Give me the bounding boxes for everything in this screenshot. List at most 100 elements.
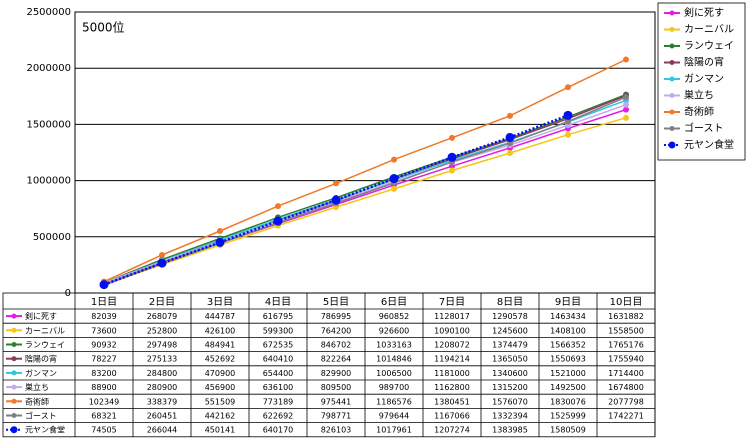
table-cell: 1332394 <box>492 412 528 421</box>
table-cell: 1742271 <box>608 412 644 421</box>
x-tick-label: 3日目 <box>207 297 233 308</box>
table-cell: 452692 <box>205 355 236 364</box>
x-tick-label: 9日目 <box>555 297 581 308</box>
table-cell: 1463434 <box>550 312 586 321</box>
table-cell: 640410 <box>263 355 294 364</box>
point <box>507 149 513 156</box>
table-cell: 2077798 <box>608 397 644 406</box>
x-tick-label: 10日目 <box>610 297 643 308</box>
point <box>565 131 571 138</box>
table-cell: 83200 <box>91 369 116 378</box>
table-cell: 102349 <box>89 397 120 406</box>
x-tick-label: 8日目 <box>497 297 523 308</box>
point <box>391 156 397 163</box>
point <box>449 134 455 141</box>
y-tick-label: 500000 <box>33 232 71 243</box>
legend-marker <box>11 384 17 390</box>
table-cell: 1017961 <box>376 426 412 435</box>
table-cell: 426100 <box>205 326 236 335</box>
table-cell: 1033163 <box>376 341 412 350</box>
table-cell: 636100 <box>263 383 294 392</box>
series-line <box>103 93 627 284</box>
table-cell: 1566352 <box>550 341 586 350</box>
point <box>623 56 629 63</box>
legend-label: 剣に死す <box>684 7 724 19</box>
point <box>507 112 513 119</box>
point <box>389 174 399 184</box>
legend-label: ガンマン <box>684 73 724 85</box>
point <box>449 167 455 174</box>
table-cell: 1208072 <box>434 341 470 350</box>
table-cell: 1181000 <box>434 369 470 378</box>
series-line <box>103 58 627 283</box>
legend-label: 元ヤン食堂 <box>684 138 734 151</box>
point <box>159 251 165 258</box>
table-cell: 1830076 <box>550 397 586 406</box>
table-cell: 1167066 <box>434 412 470 421</box>
legend-marker <box>11 356 17 362</box>
table-cell: 1207274 <box>434 426 470 435</box>
table-cell: 1765176 <box>608 341 644 350</box>
table-cell: 826103 <box>321 426 352 435</box>
table-cell: 764200 <box>321 326 352 335</box>
table-cell: 773189 <box>263 397 294 406</box>
row-label: 奇術師 <box>25 396 49 406</box>
legend-marker <box>669 93 675 98</box>
annotation: 5000位 <box>82 20 125 35</box>
table-cell: 90932 <box>91 341 116 350</box>
table-cell: 268079 <box>147 312 178 321</box>
x-tick-label: 1日目 <box>91 297 117 308</box>
row-label: 陰陽の宵 <box>25 354 57 364</box>
legend-marker <box>11 313 17 319</box>
table-cell: 82039 <box>91 312 116 321</box>
legend-marker <box>11 342 17 347</box>
row-label: ゴースト <box>25 411 57 421</box>
table-cell: 1550693 <box>550 355 586 364</box>
row-label: ランウェイ <box>25 341 65 350</box>
point <box>623 94 629 101</box>
table-cell: 442162 <box>205 412 236 421</box>
legend-border <box>657 2 746 161</box>
table-cell: 252800 <box>147 326 178 335</box>
table-cell: 266044 <box>147 426 178 435</box>
table-cell: 1186576 <box>376 397 412 406</box>
table-cell: 1525999 <box>550 412 586 421</box>
point <box>447 152 457 162</box>
table-cell: 640170 <box>263 426 294 435</box>
table-cell: 1194214 <box>434 355 470 364</box>
table-cell: 1014846 <box>376 355 412 364</box>
table-cell: 979644 <box>379 412 410 421</box>
table-cell: 1580509 <box>550 426 586 435</box>
legend-label: カーニバル <box>684 24 734 36</box>
table-cell: 1383985 <box>492 426 528 435</box>
table-cell: 926600 <box>379 326 410 335</box>
table-cell: 88900 <box>91 383 116 392</box>
table-cell: 1340600 <box>492 369 528 378</box>
table-cell: 599300 <box>263 326 294 335</box>
table-cell: 284800 <box>147 369 178 378</box>
legend-marker <box>669 10 675 16</box>
point <box>391 185 397 192</box>
table-cell: 470900 <box>205 369 236 378</box>
legend-marker <box>11 370 17 376</box>
x-tick-label: 6日目 <box>381 297 407 308</box>
table-cell: 1380451 <box>434 397 470 406</box>
y-tick-label: 2000000 <box>26 63 71 74</box>
table-cell: 78227 <box>91 355 116 364</box>
table-cell: 786995 <box>321 312 352 321</box>
point <box>157 258 167 268</box>
point <box>333 180 339 187</box>
table-cell: 338379 <box>147 397 178 406</box>
table-cell: 68321 <box>91 412 116 421</box>
table-cell: 622692 <box>263 412 294 421</box>
table-cell: 444787 <box>205 312 236 321</box>
point <box>623 114 629 121</box>
legend-label: ランウェイ <box>684 40 734 52</box>
table-cell: 1245600 <box>492 326 528 335</box>
table-cell: 809500 <box>321 383 352 392</box>
series-line <box>103 117 627 286</box>
row-label: 元ヤン食堂 <box>25 425 65 435</box>
legend-marker <box>10 426 18 434</box>
point <box>99 280 109 290</box>
table-cell: 672535 <box>263 341 294 350</box>
